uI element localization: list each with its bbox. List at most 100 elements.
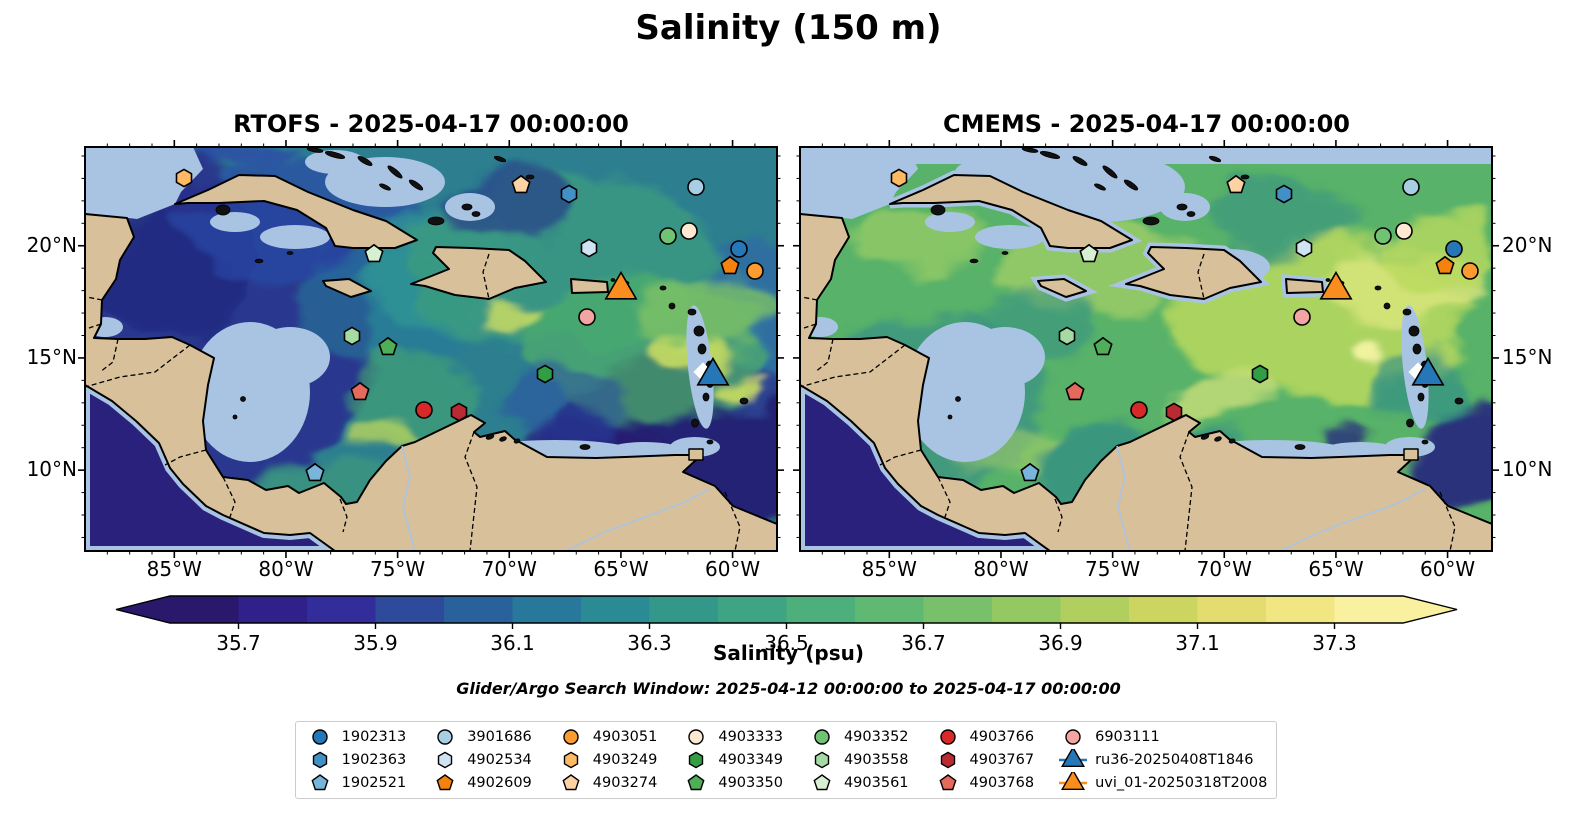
marker-4903558	[1058, 326, 1076, 346]
colorbar-label: Salinity (psu)	[712, 641, 864, 665]
legend-label: 4903767	[969, 752, 1035, 768]
lon-tick-label: 65°W	[1308, 557, 1364, 581]
marker-ru36-20250408T1846	[696, 356, 730, 386]
marker-4903350	[378, 336, 398, 356]
figure-title: Salinity (150 m)	[635, 8, 942, 48]
legend-entry-4903558: 4903558	[807, 749, 909, 771]
float-marker-icon	[437, 729, 453, 745]
lon-tick-label: 60°W	[704, 557, 761, 581]
cmems-panel-title: CMEMS - 2025-04-17 00:00:00	[943, 110, 1350, 138]
float-marker-icon	[312, 751, 327, 769]
marker-1902363	[560, 184, 578, 204]
legend-entry-4903767: 4903767	[933, 749, 1035, 771]
legend-label: 4902609	[467, 775, 532, 791]
legend-entry-4903333: 4903333	[681, 726, 783, 748]
marker-4903767	[1165, 402, 1183, 422]
float-marker-icon	[687, 774, 705, 791]
float-marker-icon	[311, 729, 328, 745]
marker-4903767	[450, 402, 468, 422]
legend-label: ru36-20250408T1846	[1095, 752, 1254, 768]
marker-uvi_01-20250318T2008	[604, 270, 638, 300]
float-marker-icon	[938, 774, 957, 791]
lon-tick-label: 65°W	[593, 557, 649, 581]
marker-4903768	[350, 381, 370, 401]
legend-entry-4903274: 4903274	[556, 772, 657, 794]
float-marker-icon	[813, 774, 831, 791]
marker-4903768	[1065, 381, 1085, 401]
legend-column: 6903111 ru36-20250408T1846 uvi_01-20250318…	[1058, 726, 1267, 794]
legend-label: 4903352	[843, 729, 909, 745]
marker-1902521	[1020, 462, 1040, 482]
float-marker-icon	[311, 774, 329, 791]
legend-entry-4903768: 4903768	[933, 772, 1034, 794]
lon-tick-label: 60°W	[1419, 557, 1476, 581]
rtofs-map-panel	[78, 140, 784, 558]
marker-4902534	[580, 238, 598, 258]
marker-4903561	[364, 243, 384, 263]
legend-label: 1902363	[341, 752, 407, 768]
float-marker-icon	[689, 751, 704, 769]
colorbar-tick-label: 36.9	[1038, 631, 1083, 655]
legend-label: 4903051	[592, 729, 658, 745]
lon-tick-label: 70°W	[481, 557, 537, 581]
lon-tick-label: 75°W	[1084, 557, 1141, 581]
lat-tick-label: 10°N	[26, 457, 77, 482]
landmass	[85, 147, 777, 551]
legend-entry-1902313: 1902313	[305, 726, 407, 748]
marker-4903558	[343, 326, 361, 346]
lon-tick-label: 85°W	[861, 557, 917, 581]
legend-entry-4903766: 4903766	[933, 726, 1035, 748]
legend-column: 4903766 4903767 4903768	[933, 726, 1035, 794]
legend-entry-3901686: 3901686	[430, 726, 532, 748]
legend-entry-4903352: 4903352	[807, 726, 909, 748]
legend-column: 4903333 4903349 4903350	[681, 726, 783, 794]
colorbar-tick-label: 36.5	[764, 631, 809, 655]
legend-label: uvi_01-20250318T2008	[1095, 775, 1268, 791]
legend-entry-4903561: 4903561	[807, 772, 909, 794]
legend-entry-1902363: 1902363	[305, 749, 407, 771]
legend-entry-uvi_01-20250318T2008: uvi_01-20250318T2008	[1058, 772, 1267, 794]
colorbar: 35.7 35.9 36.1 36.3 36.5 36.7 36.9 37.1 37.3	[104, 595, 1472, 655]
marker-4903349	[536, 364, 554, 384]
legend-entry-4902609: 4902609	[430, 772, 532, 794]
lat-tick-label: 10°N	[1502, 457, 1553, 482]
marker-4903349	[1251, 364, 1269, 384]
marker-4903561	[1079, 243, 1099, 263]
rtofs-markers	[175, 168, 764, 482]
marker-4903333	[680, 222, 698, 240]
legend-column: 4903051 4903249 4903274	[556, 726, 658, 794]
colorbar-tick-label: 36.1	[490, 631, 535, 655]
marker-4903249	[175, 168, 193, 188]
legend-label: 4903350	[718, 775, 783, 791]
marker-6903111	[578, 308, 596, 326]
marker-4903352	[1374, 227, 1392, 245]
marker-ru36-20250408T1846	[1411, 356, 1445, 386]
legend-column: 4903352 4903558 4903561	[807, 726, 909, 794]
legend-column: 1902313 1902363 1902521	[305, 726, 407, 794]
lon-tick-label: 70°W	[1196, 557, 1252, 581]
legend-label: 4903249	[592, 752, 658, 768]
marker-4903350	[1093, 336, 1113, 356]
lat-tick-label: 20°N	[1502, 232, 1553, 257]
legend-label: 4903766	[969, 729, 1035, 745]
colorbar-tick-label: 35.7	[216, 631, 261, 655]
lat-tick-label: 15°N	[26, 344, 77, 369]
marker-3901686	[1402, 178, 1420, 196]
legend-label: 4903349	[718, 752, 783, 768]
shallow-water-mask	[85, 147, 720, 471]
marker-4903274	[1226, 174, 1246, 194]
marker-1902521	[305, 462, 325, 482]
colorbar-tick-label: 36.7	[901, 631, 946, 655]
lon-tick-label: 80°W	[973, 557, 1029, 581]
marker-4903051	[1461, 262, 1479, 280]
legend-entry-1902521: 1902521	[305, 772, 406, 794]
legend-entry-ru36-20250408T1846: ru36-20250408T1846	[1058, 749, 1267, 771]
marker-4903333	[1395, 222, 1413, 240]
legend-label: 1902313	[341, 729, 407, 745]
float-marker-icon	[814, 729, 830, 745]
glider-marker-icon	[1059, 772, 1088, 790]
float-legend: 1902313 1902363 1902521 3901686 4902534 49026…	[295, 721, 1277, 799]
marker-4902609	[1435, 255, 1455, 275]
search-window-note: Glider/Argo Search Window: 2025-04-12 00…	[456, 679, 1121, 698]
